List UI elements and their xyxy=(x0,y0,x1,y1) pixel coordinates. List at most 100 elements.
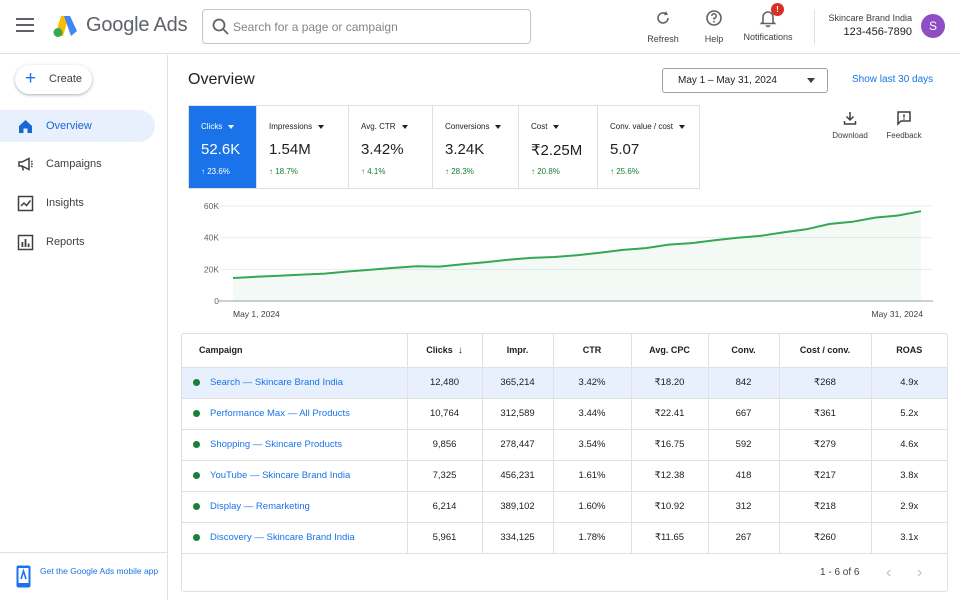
status-enabled-dot xyxy=(193,471,200,479)
column-header-avg-cpc[interactable]: Avg. CPC xyxy=(631,334,709,368)
metric-card-impressions[interactable]: Impressions 1.54M ↑ 18.7% xyxy=(257,106,349,188)
metric-value: 52.6K xyxy=(201,141,241,158)
column-header-clicks[interactable]: Clicks ↓ xyxy=(407,334,483,368)
caret-down-icon[interactable] xyxy=(401,124,408,129)
pagination-range: 1 - 6 of 6 xyxy=(820,567,860,578)
campaign-cell[interactable]: Performance Max — All Products xyxy=(182,398,408,430)
metric-value: 3.24K xyxy=(445,141,485,158)
help-label: Help xyxy=(704,34,724,44)
column-header-campaign[interactable]: Campaign xyxy=(182,334,408,368)
metric-value: 1.54M xyxy=(269,141,311,158)
phone-icon xyxy=(16,565,31,588)
campaign-name-link[interactable]: Display — Remarketing xyxy=(210,501,310,512)
header-divider xyxy=(814,10,815,44)
sidebar-item-insights[interactable]: Insights xyxy=(0,187,155,219)
table-row[interactable]: YouTube — Skincare Brand India 7,325 456… xyxy=(182,460,947,492)
metric-card-cost[interactable]: Cost ₹2.25M ↑ 20.8% xyxy=(519,106,598,188)
refresh-button[interactable]: Refresh xyxy=(646,6,680,44)
roas-cell: 4.9x xyxy=(871,367,947,399)
campaign-name-link[interactable]: Shopping — Skincare Products xyxy=(210,439,343,450)
caret-down-icon[interactable] xyxy=(679,124,685,129)
conv-cell: 267 xyxy=(708,522,780,554)
table-row[interactable]: Search — Skincare Brand India 12,480 365… xyxy=(182,367,947,399)
sidebar-item-reports[interactable]: Reports xyxy=(0,226,155,258)
column-header-conv[interactable]: Conv. xyxy=(708,334,780,368)
sidebar-item-overview[interactable]: Overview xyxy=(0,110,155,142)
metric-name: Avg. CTR xyxy=(361,122,396,131)
avatar[interactable]: S xyxy=(921,14,945,38)
campaign-cell[interactable]: YouTube — Skincare Brand India xyxy=(182,460,408,492)
campaign-cell[interactable]: Display — Remarketing xyxy=(182,491,408,523)
campaign-cell[interactable]: Shopping — Skincare Products xyxy=(182,429,408,461)
ctr-cell: 1.61% xyxy=(553,460,632,492)
notifications-button[interactable]: ! Notifications xyxy=(740,3,796,42)
mobile-app-promo[interactable]: Get the Google Ads mobile app xyxy=(0,552,168,600)
caret-down-icon[interactable] xyxy=(318,124,325,129)
conv-cell: 842 xyxy=(708,367,780,399)
prev-page-chevron-icon[interactable]: ‹ xyxy=(886,564,892,581)
ctr-cell: 3.54% xyxy=(553,429,632,461)
campaign-name-link[interactable]: YouTube — Skincare Brand India xyxy=(210,470,351,481)
clicks-cell: 9,856 xyxy=(407,429,483,461)
caret-down-icon[interactable] xyxy=(553,124,560,129)
ctr-cell: 1.60% xyxy=(553,491,632,523)
x-tick-label-end: May 31, 2024 xyxy=(871,309,923,319)
table-row[interactable]: Discovery — Skincare Brand India 5,961 3… xyxy=(182,522,947,554)
campaign-name-link[interactable]: Search — Skincare Brand India xyxy=(210,377,344,388)
mobile-app-link[interactable]: Get the Google Ads mobile app xyxy=(40,566,159,576)
campaign-cell[interactable]: Discovery — Skincare Brand India xyxy=(182,522,408,554)
account-info[interactable]: Skincare Brand India 123-456-7890 xyxy=(828,13,912,38)
column-header-ctr[interactable]: CTR xyxy=(553,334,632,368)
account-id: 123-456-7890 xyxy=(843,26,912,38)
bar-chart-icon xyxy=(17,234,34,251)
column-header-label: Clicks xyxy=(426,344,453,355)
search-input[interactable] xyxy=(233,16,523,38)
help-button[interactable]: Help xyxy=(700,6,728,44)
avg-cpc-cell: ₹10.92 xyxy=(631,491,709,523)
metric-card-conv-value-cost[interactable]: Conv. value / cost 5.07 ↑ 25.6% xyxy=(598,106,699,188)
metric-card-avg-ctr[interactable]: Avg. CTR 3.42% ↑ 4.1% xyxy=(349,106,433,188)
download-button[interactable]: Download xyxy=(828,110,872,140)
metric-card-conversions[interactable]: Conversions 3.24K ↑ 28.3% xyxy=(433,106,519,188)
metric-card-clicks[interactable]: Clicks 52.6K ↑ 23.6% xyxy=(189,106,257,188)
date-range-dropdown[interactable]: May 1 – May 31, 2024 xyxy=(662,68,828,93)
feedback-icon xyxy=(897,111,911,126)
avg-cpc-cell: ₹16.75 xyxy=(631,429,709,461)
sort-down-arrow-icon[interactable]: ↓ xyxy=(457,344,463,356)
campaign-name-link[interactable]: Discovery — Skincare Brand India xyxy=(210,532,355,543)
next-page-chevron-icon[interactable]: › xyxy=(917,564,923,581)
column-header-cost-per-conv[interactable]: Cost / conv. xyxy=(779,334,872,368)
table-row[interactable]: Performance Max — All Products 10,764 31… xyxy=(182,398,947,430)
impr-cell: 456,231 xyxy=(482,460,554,492)
status-enabled-dot xyxy=(193,409,200,417)
impr-cell: 365,214 xyxy=(482,367,554,399)
table-row[interactable]: Display — Remarketing 6,214 389,102 1.60… xyxy=(182,491,947,523)
hamburger-menu-icon[interactable] xyxy=(12,14,38,40)
campaign-name-link[interactable]: Performance Max — All Products xyxy=(210,408,350,419)
feedback-button[interactable]: Feedback xyxy=(882,110,926,140)
show-last-30-days-link[interactable]: Show last 30 days xyxy=(852,74,934,85)
avg-cpc-cell: ₹11.65 xyxy=(631,522,709,554)
column-header-roas[interactable]: ROAS xyxy=(871,334,947,368)
caret-down-icon[interactable] xyxy=(228,124,235,129)
roas-cell: 5.2x xyxy=(871,398,947,430)
campaign-cell[interactable]: Search — Skincare Brand India xyxy=(182,367,408,399)
conv-cell: 418 xyxy=(708,460,780,492)
column-header-impr[interactable]: Impr. xyxy=(482,334,554,368)
sidebar-item-campaigns[interactable]: Campaigns xyxy=(0,148,155,180)
search-box[interactable] xyxy=(202,9,531,44)
metric-change: ↑ 18.7% xyxy=(269,167,298,176)
pagination: 1 - 6 of 6 ‹ › xyxy=(182,560,947,591)
table-row[interactable]: Shopping — Skincare Products 9,856 278,4… xyxy=(182,429,947,461)
metric-name: Conv. value / cost xyxy=(610,122,673,131)
clicks-cell: 12,480 xyxy=(407,367,483,399)
create-button[interactable]: + Create xyxy=(15,65,92,94)
caret-down-icon[interactable] xyxy=(495,124,502,129)
home-icon xyxy=(19,120,32,133)
metric-change: ↑ 25.6% xyxy=(610,167,639,176)
y-tick-label: 40K xyxy=(204,233,219,243)
avg-cpc-cell: ₹18.20 xyxy=(631,367,709,399)
cost-per-conv-cell: ₹279 xyxy=(779,429,872,461)
metric-change-value: 25.6% xyxy=(616,167,639,176)
ctr-cell: 3.44% xyxy=(553,398,632,430)
